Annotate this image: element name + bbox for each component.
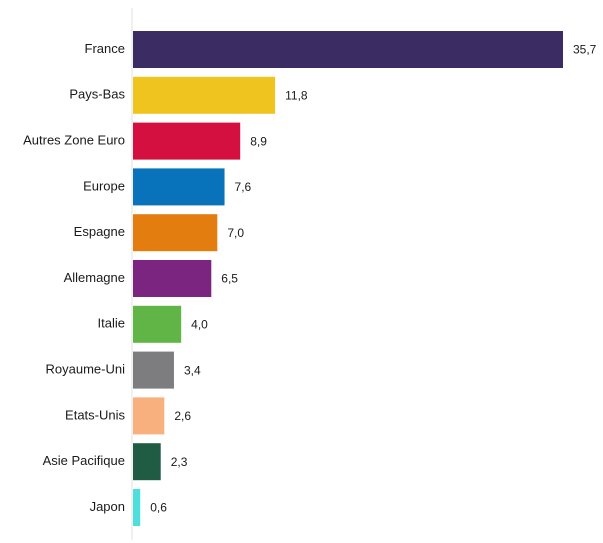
value-label: 3,4 [184,363,201,377]
category-labels-group: France Pays-Bas Autres Zone Euro Europe Espa… [23,41,125,514]
category-label: Europe [83,178,125,193]
category-label: Autres Zone Euro [23,133,125,148]
bar [133,214,218,252]
bar [133,31,563,68]
category-label: Etats-Unis [65,407,125,422]
bar [133,122,241,160]
bar [133,168,225,206]
value-label: 4,0 [191,317,208,331]
bar [133,443,161,481]
bar [133,305,182,343]
value-label: 7,6 [235,180,252,194]
category-label: Royaume-Uni [46,362,126,377]
bar [133,351,174,389]
bar [133,260,212,297]
value-label: 35,7 [573,43,597,57]
bar [133,397,165,435]
value-label: 8,9 [250,134,267,148]
bars-group [133,31,563,526]
value-labels-group: 35,7 11,8 8,9 7,6 7,0 6,5 4,0 3,4 2,6 2,3 0,6 [150,43,596,515]
value-label: 11,8 [285,88,308,102]
value-label: 7,0 [227,226,244,240]
bar [133,489,141,526]
category-label: Espagne [74,224,125,239]
category-label: Italie [98,316,125,331]
category-label: Pays-Bas [69,87,125,102]
category-label: Japon [90,499,125,514]
category-label: Allemagne [64,270,125,285]
bar [133,76,276,114]
value-label: 6,5 [221,272,238,286]
category-label: France [85,41,125,56]
value-label: 2,3 [171,455,188,469]
category-label: Asie Pacifique [43,453,125,468]
value-label: 2,6 [174,409,191,423]
value-label: 0,6 [150,501,167,515]
